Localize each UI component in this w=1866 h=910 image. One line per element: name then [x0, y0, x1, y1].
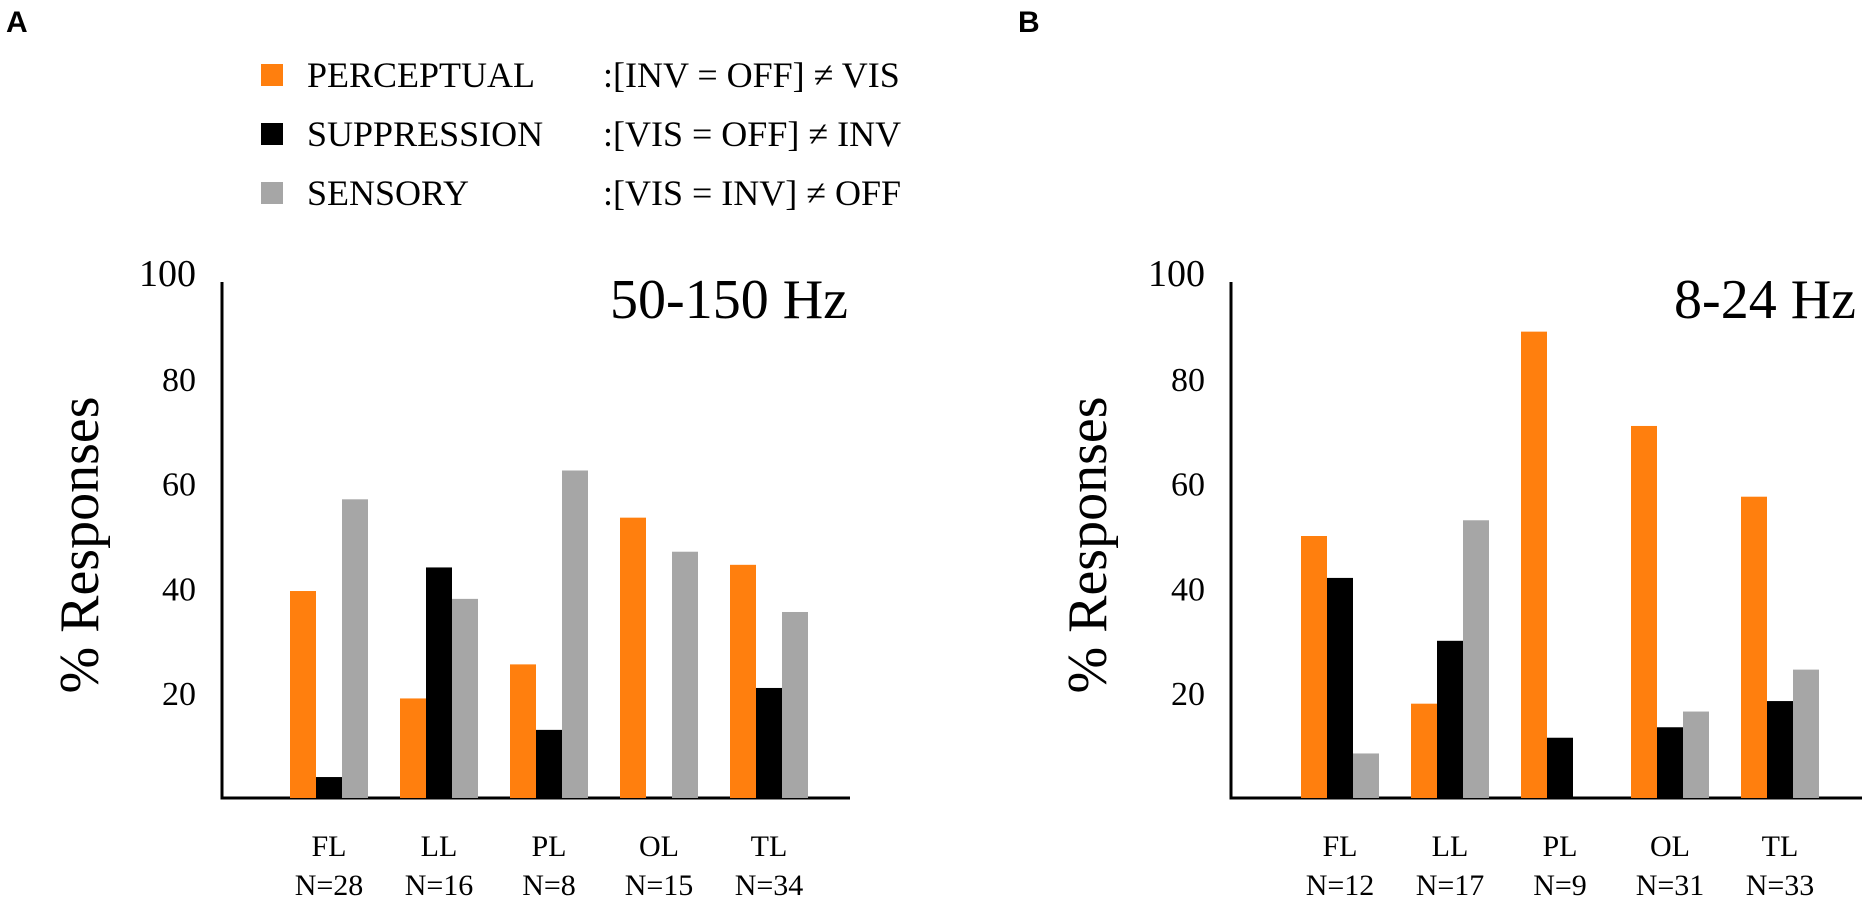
chart-b-category-label: TL — [1762, 830, 1799, 863]
legend-swatch-perceptual — [261, 64, 283, 86]
chart-a-bar-suppression-tl — [756, 687, 782, 798]
chart-b-category-count: N=31 — [1636, 869, 1705, 902]
chart-a-bar-perceptual-pl — [510, 664, 536, 798]
chart-b-category-label: FL — [1322, 830, 1357, 863]
chart-a-category-count: N=8 — [522, 869, 576, 902]
chart-a-ytick-label: 40 — [162, 571, 196, 608]
chart-b-category-count: N=12 — [1306, 869, 1375, 902]
chart-a-ylabel: % Responses — [49, 396, 111, 693]
chart-a-category-count: N=34 — [735, 869, 804, 902]
chart-b-bar-perceptual-ll — [1411, 703, 1437, 798]
chart-a-ytick-label: 60 — [162, 467, 196, 504]
chart-a-category-label: TL — [751, 830, 788, 863]
chart-b-category-count: N=33 — [1746, 869, 1815, 902]
chart-a-category-count: N=15 — [625, 869, 694, 902]
panel-label-a: A — [6, 6, 28, 39]
chart-b-bar-perceptual-fl — [1301, 536, 1327, 798]
chart-a-ytick-label: 80 — [162, 362, 196, 399]
chart-b-ytick-label: 100 — [1148, 253, 1205, 295]
chart-a-category-label: LL — [421, 830, 458, 863]
chart-a-title: 50-150 Hz — [610, 269, 848, 331]
chart-a-bar-suppression-pl — [536, 729, 562, 798]
legend-label-sensory: SENSORY — [307, 173, 469, 213]
chart-b-category-label: LL — [1432, 830, 1469, 863]
chart-b-category-label: PL — [1542, 830, 1577, 863]
chart-b-bar-suppression-ll — [1437, 640, 1463, 798]
chart-b-bar-perceptual-pl — [1521, 331, 1547, 798]
chart-a-plot: 20 40 60 80 100 FL N=28 LL N=16 PL N=8 OL N=15 TL N=34 — [139, 253, 850, 902]
legend: PERCEPTUAL :[INV = OFF] ≠ VIS SUPPRESSIO… — [261, 55, 901, 213]
chart-a-category-label: FL — [311, 830, 346, 863]
legend-label-perceptual: PERCEPTUAL — [307, 55, 535, 95]
chart-a-bar-suppression-fl — [316, 777, 342, 798]
legend-swatch-sensory — [261, 182, 283, 204]
chart-a-category-label: PL — [531, 830, 566, 863]
chart-b-bar-suppression-tl — [1767, 701, 1793, 798]
chart-b-title: 8-24 Hz — [1674, 269, 1856, 331]
chart-a-category-count: N=16 — [405, 869, 474, 902]
chart-b-ytick-label: 20 — [1171, 676, 1205, 713]
chart-a-ytick-label: 20 — [162, 676, 196, 713]
chart-a-bar-sensory-ll — [452, 598, 478, 798]
chart-b-bar-suppression-ol — [1657, 727, 1683, 798]
chart-a-bar-perceptual-tl — [730, 564, 756, 798]
legend-swatch-suppression — [261, 123, 283, 145]
panel-label-b: B — [1018, 6, 1040, 39]
chart-b-plot: 20 40 60 80 100 FL N=12 LL N=17 PL N=9 OL N=31 TL N=33 — [1148, 253, 1862, 902]
chart-a-bar-sensory-ol — [672, 551, 698, 798]
chart-b-category-label: OL — [1650, 830, 1690, 863]
chart-b-ytick-label: 40 — [1171, 571, 1205, 608]
legend-rule-perceptual: :[INV = OFF] ≠ VIS — [603, 55, 900, 95]
chart-a-bar-sensory-fl — [342, 499, 368, 798]
chart-a-bar-sensory-pl — [562, 470, 588, 798]
chart-b-bar-sensory-tl — [1793, 669, 1819, 798]
chart-a-bar-perceptual-fl — [290, 591, 316, 798]
chart-b-bar-perceptual-tl — [1741, 496, 1767, 798]
chart-a-bar-perceptual-ll — [400, 698, 426, 798]
chart-b-bar-suppression-fl — [1327, 577, 1353, 798]
chart-a-bar-suppression-ll — [426, 567, 452, 798]
chart-a-category-label: OL — [639, 830, 679, 863]
legend-rule-sensory: :[VIS = INV] ≠ OFF — [603, 173, 901, 213]
legend-rule-suppression: :[VIS = OFF] ≠ INV — [603, 114, 901, 154]
chart-b-category-count: N=17 — [1416, 869, 1485, 902]
legend-label-suppression: SUPPRESSION — [307, 114, 543, 154]
chart-a-category-count: N=28 — [295, 869, 364, 902]
chart-b-bar-sensory-ll — [1463, 520, 1489, 798]
chart-b-ytick-label: 60 — [1171, 467, 1205, 504]
chart-b-ytick-label: 80 — [1171, 362, 1205, 399]
chart-b-bar-suppression-pl — [1547, 737, 1573, 798]
chart-a-ytick-label: 100 — [139, 253, 196, 295]
chart-a-bar-perceptual-ol — [620, 517, 646, 798]
chart-b-bar-sensory-fl — [1353, 753, 1379, 798]
chart-b-bar-sensory-ol — [1683, 711, 1709, 798]
chart-b-bar-perceptual-ol — [1631, 425, 1657, 798]
chart-b-category-count: N=9 — [1533, 869, 1587, 902]
chart-a-bar-sensory-tl — [782, 611, 808, 798]
chart-b-ylabel: % Responses — [1057, 396, 1119, 693]
